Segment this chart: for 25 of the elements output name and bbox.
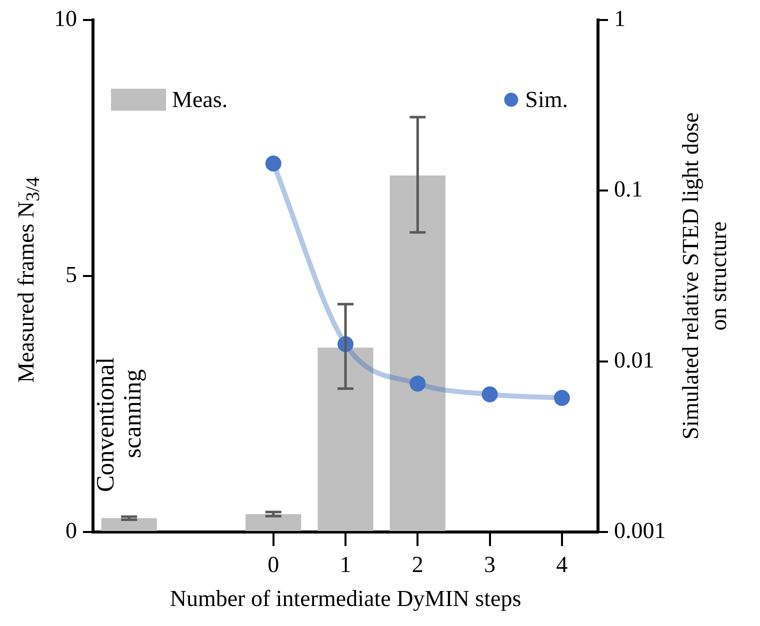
point [554, 390, 570, 406]
x-tick-label: 3 [484, 552, 496, 577]
y2-tick-label: 0.1 [614, 176, 643, 202]
y2-axis-title: Simulated relative STED light dose on structure [677, 111, 732, 441]
bar [246, 514, 302, 531]
legend-label: Sim. [525, 86, 568, 112]
bar [390, 176, 446, 531]
x-tick-label: 1 [340, 552, 352, 577]
x-tick-label: 2 [412, 552, 424, 577]
y-tick-label: 0 [66, 518, 77, 544]
y-tick-label: 10 [54, 6, 77, 31]
annotation: Conventional scanning [92, 357, 147, 492]
y2-tick-label: 0.01 [614, 347, 654, 372]
x-tick-label: 0 [268, 552, 280, 577]
point [410, 376, 426, 392]
point [482, 386, 498, 402]
y2-tick-label: 1 [614, 6, 626, 31]
bar [101, 518, 157, 531]
y-tick-label: 5 [66, 262, 77, 287]
legend-label: Meas. [172, 86, 228, 112]
x-tick-label: 4 [556, 552, 568, 577]
x-axis-title: Number of intermediate DyMIN steps [170, 586, 522, 612]
y2-tick-label: 0.001 [614, 518, 666, 544]
bar [318, 348, 374, 531]
point [265, 155, 282, 172]
